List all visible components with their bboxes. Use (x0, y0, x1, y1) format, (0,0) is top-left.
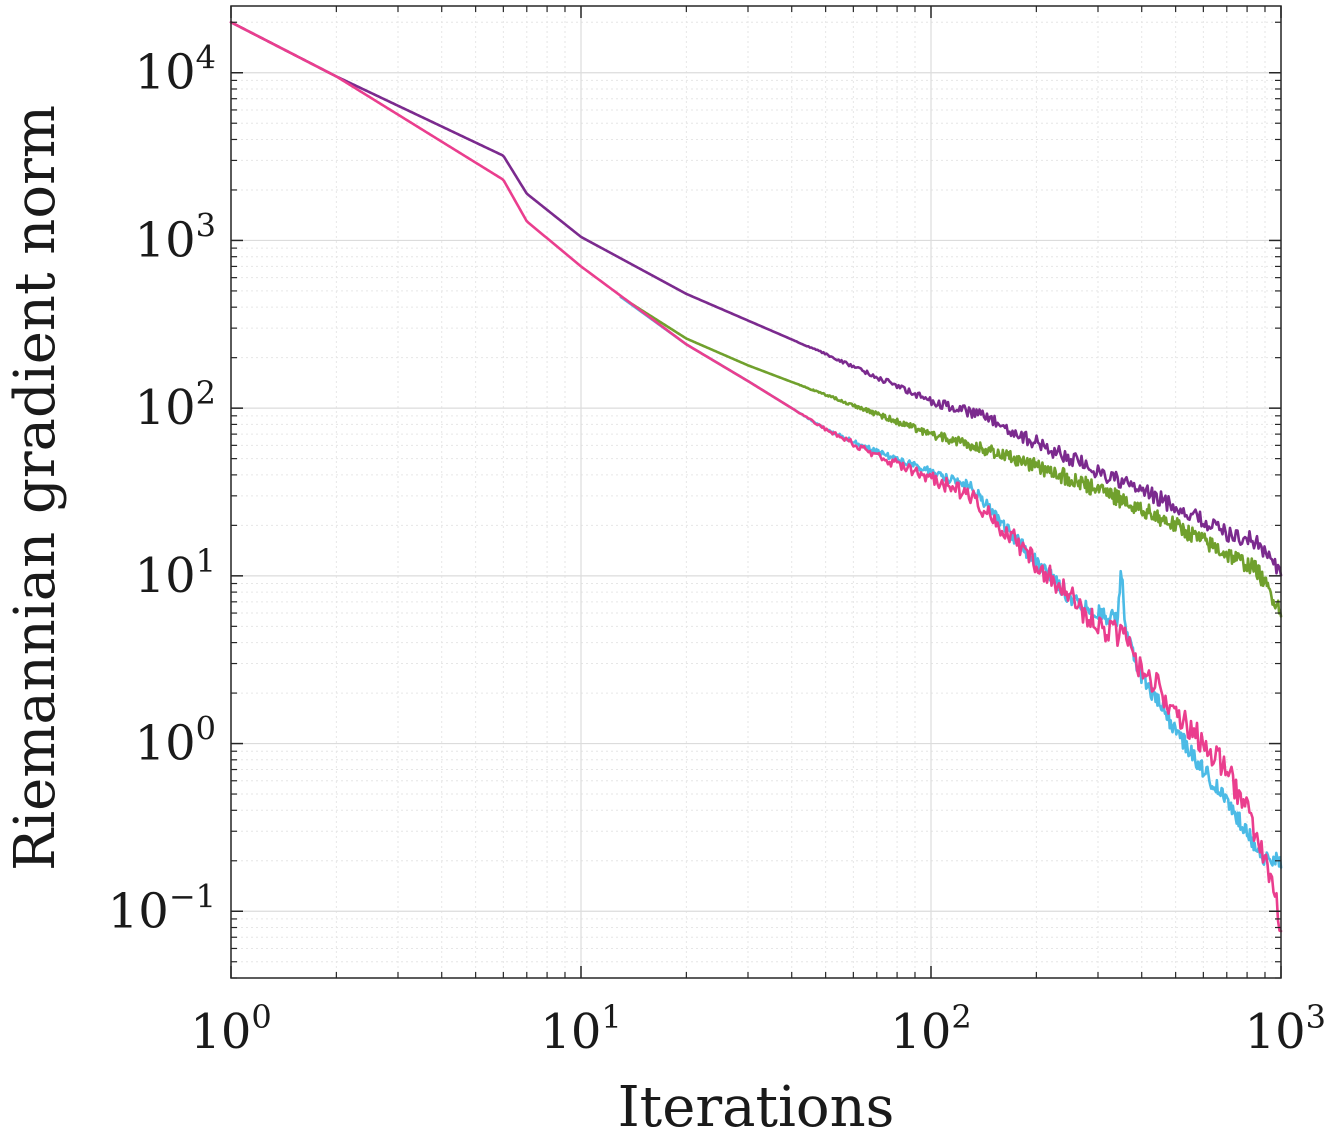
y-tick-label-base: 10 (135, 716, 196, 772)
x-tick-label: 103 (1245, 998, 1326, 1060)
plot-frame (230, 5, 1282, 979)
x-tick-label-exponent: 2 (951, 998, 971, 1036)
y-tick-label-exponent: 2 (196, 374, 216, 412)
y-tick-label: 101 (135, 542, 216, 604)
y-tick-label-base: 10 (135, 45, 196, 101)
x-tick-label-base: 10 (890, 1004, 951, 1060)
x-tick-label: 102 (890, 998, 971, 1060)
series-layer (229, 20, 1283, 933)
grid-minor (231, 6, 1281, 979)
series-line-2 (619, 295, 1283, 618)
y-tick-label-exponent: −1 (169, 877, 216, 915)
y-tick-label: 10−1 (108, 877, 216, 939)
y-tick-label-exponent: 3 (196, 206, 216, 244)
y-tick-label-exponent: 0 (196, 710, 216, 748)
x-tick-label: 101 (540, 998, 621, 1060)
y-tick-label-base: 10 (108, 883, 169, 939)
y-tick-label-exponent: 4 (196, 39, 216, 77)
x-tick-label-exponent: 0 (251, 998, 271, 1036)
x-tick-label-base: 10 (1245, 1004, 1306, 1060)
y-tick-label: 103 (135, 206, 216, 268)
series-line-3 (619, 295, 1283, 869)
y-tick-label-exponent: 1 (196, 542, 216, 580)
series-line-4 (229, 20, 1283, 933)
x-tick-label-base: 10 (540, 1004, 601, 1060)
y-tick-label: 102 (135, 374, 216, 436)
y-tick-label: 100 (135, 710, 216, 772)
series-line-1 (229, 20, 1283, 577)
y-tick-label-base: 10 (135, 548, 196, 604)
x-tick-label-base: 10 (190, 1004, 251, 1060)
x-tick-label-exponent: 3 (1306, 998, 1326, 1036)
y-tick-label-base: 10 (135, 380, 196, 436)
x-axis-label: Iterations (618, 1075, 895, 1134)
y-tick-label: 104 (135, 39, 216, 101)
y-axis-label: Riemannian gradient norm (3, 105, 68, 871)
x-tick-labels: 100 101 102 103 (190, 998, 1326, 1060)
tick-marks (230, 6, 1282, 979)
grid-major (230, 6, 1282, 978)
x-tick-label-exponent: 1 (601, 998, 621, 1036)
y-tick-label-base: 10 (135, 212, 196, 268)
x-tick-label: 100 (190, 998, 271, 1060)
